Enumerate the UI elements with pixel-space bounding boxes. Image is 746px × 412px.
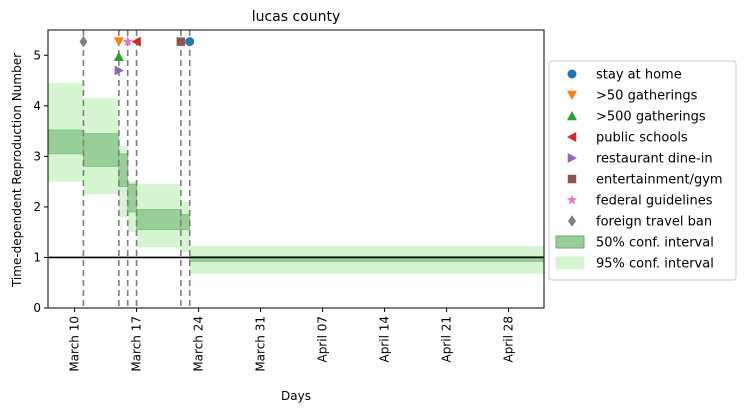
legend-label-1: >50 gatherings — [596, 89, 698, 104]
x-tick-label-0: March 10 — [68, 316, 82, 372]
legend-marker-4 — [567, 153, 577, 163]
ci50-band-0 — [48, 129, 84, 155]
legend-label-6: federal guidelines — [596, 194, 713, 209]
intervention-marker-7 — [79, 35, 88, 48]
x-tick-label-2: March 24 — [192, 316, 206, 372]
x-axis-label: Days — [281, 389, 311, 403]
intervention-marker-6 — [122, 36, 133, 47]
y-axis: 0 1 2 3 4 5 — [33, 48, 48, 315]
x-tick-label-1: March 17 — [130, 316, 144, 372]
x-tick-label-3: March 31 — [254, 316, 268, 372]
x-tick-label-6: April 21 — [440, 316, 454, 363]
intervention-marker-4 — [114, 65, 124, 76]
intervention-marker-0 — [185, 37, 195, 47]
legend-label-4: restaurant dine-in — [596, 152, 713, 167]
x-axis: March 10 March 17 March 24 March 31 April 07… — [68, 308, 516, 372]
y-axis-label: Time-dependent Reproduction Number — [10, 53, 24, 288]
plot-frame — [47, 29, 545, 309]
ci50-band-5 — [180, 214, 191, 231]
legend: stay at home >50 gatherings >500 gathering… — [548, 60, 737, 281]
legend-swatch-8 — [555, 235, 585, 249]
y-tick-label-3: 3 — [33, 149, 41, 163]
intervention-marker-3 — [131, 36, 141, 47]
legend-label-0: stay at home — [596, 68, 682, 83]
legend-marker-1 — [567, 90, 577, 100]
legend-marker-6 — [566, 194, 578, 205]
x-tick-label-4: April 07 — [316, 316, 330, 363]
plot-area — [48, 30, 544, 308]
chart-title: lucas county — [252, 9, 341, 25]
legend-label-9: 95% conf. interval — [596, 257, 714, 272]
legend-marker-7 — [568, 215, 576, 227]
intervention-marker-5 — [176, 37, 186, 46]
legend-label-7: foreign travel ban — [596, 215, 712, 230]
ci50-band-4 — [136, 209, 182, 231]
y-tick-label-2: 2 — [33, 200, 41, 214]
ci50-band-1 — [83, 133, 120, 167]
y-tick-label-1: 1 — [33, 250, 41, 264]
legend-marker-2 — [567, 111, 577, 121]
legend-label-8: 50% conf. interval — [596, 236, 714, 251]
ci50-band-3 — [127, 183, 137, 213]
legend-label-2: >500 gatherings — [596, 110, 706, 125]
x-tick-label-5: April 14 — [378, 316, 392, 363]
legend-marker-3 — [567, 132, 577, 142]
ci50-band-2 — [118, 153, 129, 188]
legend-box — [548, 60, 737, 281]
intervention-marker-2 — [113, 51, 124, 62]
legend-marker-0 — [567, 69, 577, 79]
legend-swatch-9 — [555, 256, 585, 270]
y-tick-label-5: 5 — [33, 48, 41, 62]
legend-label-3: public schools — [596, 131, 688, 146]
legend-label-5: entertainment/gym — [596, 173, 723, 188]
intervention-marker-1 — [113, 37, 124, 47]
legend-marker-5 — [567, 174, 577, 184]
y-tick-label-0: 0 — [33, 301, 41, 315]
x-tick-label-7: April 28 — [502, 316, 516, 363]
y-tick-label-4: 4 — [33, 99, 41, 113]
